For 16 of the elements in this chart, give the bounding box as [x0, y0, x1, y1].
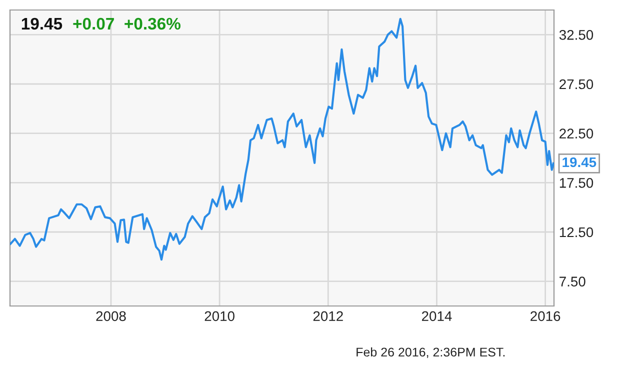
x-tick-label: 2012	[313, 311, 343, 322]
annotation: 19.45	[562, 157, 596, 168]
x-tick-label: 2014	[422, 311, 452, 322]
y-tick-label: 7.50	[560, 276, 586, 287]
text: Feb 26 2016, 2:36PM EST.	[356, 347, 505, 358]
y-tick-label: 22.50	[560, 128, 594, 139]
line-series	[10, 18, 554, 261]
y-tick-label: 27.50	[560, 79, 594, 90]
x-tick-label: 2008	[96, 311, 126, 322]
chart-title: 19.45	[22, 18, 62, 30]
chart-subtitle: +0.07 +0.36%	[73, 18, 180, 30]
y-tick-label: 12.50	[560, 227, 594, 238]
y-tick-label: 32.50	[559, 30, 594, 40]
x-tick-label: 2016	[530, 311, 560, 322]
y-tick-label: 17.50	[560, 178, 594, 188]
x-tick-label: 2010	[204, 311, 234, 322]
